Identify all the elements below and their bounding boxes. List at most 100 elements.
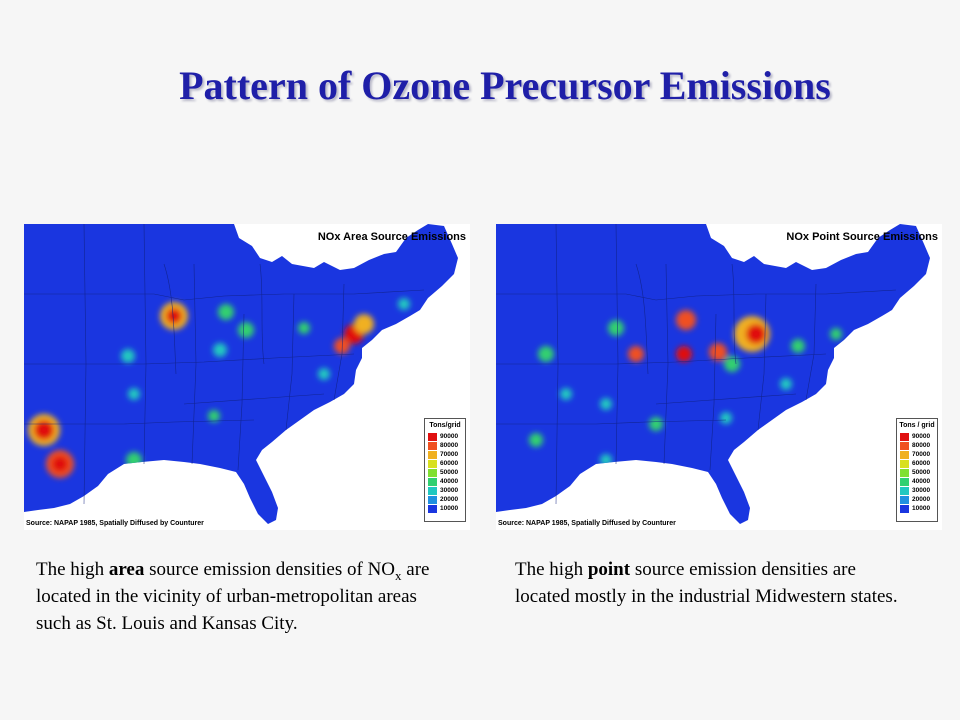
- legend-swatch: [428, 495, 437, 504]
- legend-row: 70000: [425, 450, 465, 459]
- legend-swatch: [900, 486, 909, 495]
- legend-row: 30000: [425, 486, 465, 495]
- emission-hotspot: [780, 378, 792, 390]
- legend-swatch: [428, 450, 437, 459]
- legend-row: 90000: [897, 432, 937, 441]
- emission-hotspot: [208, 410, 220, 422]
- state-border: [24, 289, 425, 301]
- legend-swatch: [900, 432, 909, 441]
- legend-swatch: [428, 504, 437, 513]
- state-border: [285, 293, 295, 431]
- state-border: [496, 289, 897, 301]
- caption-text: The high: [515, 559, 588, 580]
- state-border: [191, 263, 197, 465]
- emission-hotspot: [724, 356, 740, 372]
- legend-label: 80000: [912, 442, 931, 449]
- caption-text: The high: [36, 559, 109, 580]
- emission-hotspot: [398, 298, 410, 310]
- emission-hotspot: [746, 324, 766, 344]
- legend-label: 20000: [440, 496, 459, 503]
- state-border: [805, 283, 817, 401]
- state-border: [83, 224, 87, 505]
- eastern-us-land: [24, 224, 458, 524]
- legend-swatch: [428, 477, 437, 486]
- state-border: [655, 393, 797, 405]
- emission-hotspot: [830, 328, 842, 340]
- legend-row: 20000: [897, 495, 937, 504]
- state-border: [731, 263, 737, 365]
- emission-hotspot: [649, 417, 663, 431]
- legend-row: 10000: [897, 504, 937, 513]
- caption-text: source emission densities are located mo…: [515, 559, 898, 607]
- emission-hotspot: [791, 339, 805, 353]
- legend-row: 50000: [897, 468, 937, 477]
- legend-swatch: [900, 441, 909, 450]
- area-caption: The high area source emission densities …: [36, 556, 436, 637]
- state-border: [709, 313, 717, 471]
- emission-hotspot: [238, 322, 254, 338]
- legend-row: 80000: [425, 441, 465, 450]
- legend-swatch: [428, 441, 437, 450]
- emission-hotspot: [709, 343, 727, 361]
- legend-label: 10000: [912, 505, 931, 512]
- state-border: [757, 293, 767, 431]
- emission-hotspot: [676, 346, 692, 362]
- emission-hotspot: [608, 320, 624, 336]
- legend-label: 40000: [440, 478, 459, 485]
- point-source-map: NOx Point Source Emissions Tons / grid 9…: [496, 224, 942, 530]
- eastern-us-land: [496, 224, 930, 524]
- state-border: [496, 419, 727, 425]
- legend-swatch: [900, 477, 909, 486]
- legend-label: 90000: [440, 433, 459, 440]
- legend-label: 30000: [912, 487, 931, 494]
- map-legend: Tons/grid 90000 80000 70000 60000 50000 40000…: [424, 418, 466, 522]
- legend-label: 80000: [440, 442, 459, 449]
- caption-text: are located in the vicinity of urban-met…: [36, 559, 430, 634]
- legend-swatch: [900, 450, 909, 459]
- legend-label: 60000: [440, 460, 459, 467]
- legend-row: 60000: [897, 459, 937, 468]
- state-border: [663, 263, 669, 465]
- emission-hotspot: [354, 314, 374, 334]
- emission-hotspot: [538, 346, 554, 362]
- legend-swatch: [428, 432, 437, 441]
- legend-swatch: [900, 495, 909, 504]
- caption-text: source emission densities of NO: [144, 559, 396, 580]
- state-border: [635, 263, 649, 375]
- state-border: [183, 393, 325, 405]
- legend-row: 70000: [897, 450, 937, 459]
- emission-hotspot: [213, 343, 227, 357]
- legend-label: 60000: [912, 460, 931, 467]
- map-source-note: Source: NAPAP 1985, Spatially Diffused b…: [26, 520, 204, 527]
- state-border: [143, 224, 147, 465]
- legend-row: 20000: [425, 495, 465, 504]
- emission-hotspot: [600, 398, 612, 410]
- legend-swatch: [428, 468, 437, 477]
- emission-hotspot: [126, 452, 142, 468]
- caption-subscript: x: [395, 568, 402, 583]
- legend-title: Tons / grid: [899, 422, 935, 429]
- emission-hotspot: [600, 454, 612, 466]
- legend-row: 50000: [425, 468, 465, 477]
- legend-title: Tons/grid: [429, 422, 461, 429]
- state-border: [615, 224, 619, 465]
- emission-hotspot: [529, 433, 543, 447]
- emission-hotspot: [34, 420, 54, 440]
- area-emissions-map-svg: [24, 224, 458, 524]
- emission-hotspot: [128, 388, 140, 400]
- legend-row: 80000: [897, 441, 937, 450]
- legend-label: 90000: [912, 433, 931, 440]
- area-source-map: NOx Area Source Emissions Tons/grid 9000…: [24, 224, 470, 530]
- legend-row: 90000: [425, 432, 465, 441]
- legend-label: 70000: [912, 451, 931, 458]
- legend-label: 50000: [912, 469, 931, 476]
- map-legend: Tons / grid 90000 80000 70000 60000 50000 400…: [896, 418, 938, 522]
- legend-swatch: [900, 459, 909, 468]
- caption-bold: area: [108, 559, 145, 580]
- emission-hotspot: [318, 368, 330, 380]
- emission-hotspot: [676, 310, 696, 330]
- state-border: [496, 353, 827, 365]
- emission-hotspot: [166, 308, 182, 324]
- emission-hotspot: [560, 388, 572, 400]
- legend-label: 50000: [440, 469, 459, 476]
